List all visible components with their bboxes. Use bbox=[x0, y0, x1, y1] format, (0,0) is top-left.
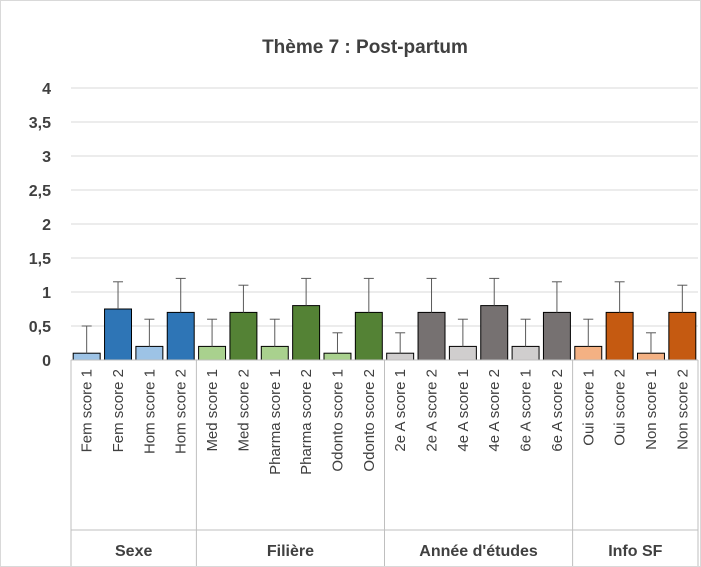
x-tick-label: Hom score 1 bbox=[141, 369, 158, 454]
y-tick-label: 1 bbox=[42, 285, 51, 302]
bar bbox=[292, 305, 321, 361]
x-tick-label: 6e A score 1 bbox=[518, 369, 535, 452]
x-tick-label: Pharma score 2 bbox=[298, 369, 315, 475]
error-bars bbox=[81, 277, 688, 354]
x-tick-label: 4e A score 2 bbox=[486, 369, 503, 452]
bar bbox=[668, 311, 697, 361]
y-tick-label: 2,5 bbox=[29, 183, 51, 200]
x-tick-label: 2e A score 2 bbox=[424, 369, 441, 452]
group-label: Année d'études bbox=[419, 543, 538, 560]
bar bbox=[166, 311, 195, 361]
bars bbox=[72, 305, 697, 361]
bar bbox=[448, 345, 477, 361]
bar bbox=[480, 305, 509, 361]
y-tick-label: 0,5 bbox=[29, 319, 51, 336]
y-tick-label: 4 bbox=[42, 81, 51, 98]
x-tick-label: 4e A score 1 bbox=[455, 369, 472, 452]
x-tick-label: 6e A score 2 bbox=[549, 369, 566, 452]
gridlines bbox=[71, 87, 698, 327]
x-axis bbox=[70, 359, 699, 566]
x-axis-ticks: Fem score 1 Fem score 2 Hom score 1 Hom sco… bbox=[79, 369, 692, 475]
bar bbox=[511, 345, 540, 361]
group-labels: Sexe Filière Année d'études Info SF bbox=[115, 543, 663, 560]
bar bbox=[323, 352, 352, 361]
bar bbox=[198, 345, 227, 361]
bar bbox=[605, 311, 634, 361]
x-tick-label: Hom score 2 bbox=[173, 369, 190, 454]
y-tick-label: 3,5 bbox=[29, 115, 51, 132]
x-tick-label: Fem score 2 bbox=[110, 369, 127, 452]
group-label: Sexe bbox=[115, 543, 152, 560]
bar bbox=[542, 311, 571, 361]
bar bbox=[574, 345, 603, 361]
y-tick-label: 2 bbox=[42, 217, 51, 234]
bar bbox=[354, 311, 383, 361]
bar bbox=[135, 345, 164, 361]
y-tick-label: 3 bbox=[42, 149, 51, 166]
y-tick-label: 0 bbox=[42, 353, 51, 370]
bar bbox=[72, 352, 101, 361]
x-tick-label: Oui score 1 bbox=[580, 369, 597, 446]
x-tick-label: Oui score 2 bbox=[612, 369, 629, 446]
x-tick-label: Non score 2 bbox=[674, 369, 691, 450]
y-axis-ticks: 0 0,5 1 1,5 2 2,5 3 3,5 4 bbox=[29, 81, 51, 370]
bar bbox=[229, 311, 258, 361]
group-label: Info SF bbox=[608, 543, 662, 560]
x-tick-label: 2e A score 1 bbox=[392, 369, 409, 452]
x-tick-label: Odonto score 2 bbox=[361, 369, 378, 472]
x-tick-label: Odonto score 1 bbox=[329, 369, 346, 472]
bar bbox=[260, 345, 289, 361]
bar bbox=[417, 311, 446, 361]
bar bbox=[636, 352, 665, 361]
x-tick-label: Fem score 1 bbox=[79, 369, 96, 452]
bar bbox=[386, 352, 415, 361]
x-tick-label: Non score 1 bbox=[643, 369, 660, 450]
chart-title: Thème 7 : Post-partum bbox=[262, 37, 468, 58]
x-tick-label: Med score 1 bbox=[204, 369, 221, 452]
x-tick-label: Pharma score 1 bbox=[267, 369, 284, 475]
bar bbox=[104, 308, 133, 361]
group-label: Filière bbox=[267, 543, 314, 560]
y-tick-label: 1,5 bbox=[29, 251, 51, 268]
x-tick-label: Med score 2 bbox=[235, 369, 252, 452]
